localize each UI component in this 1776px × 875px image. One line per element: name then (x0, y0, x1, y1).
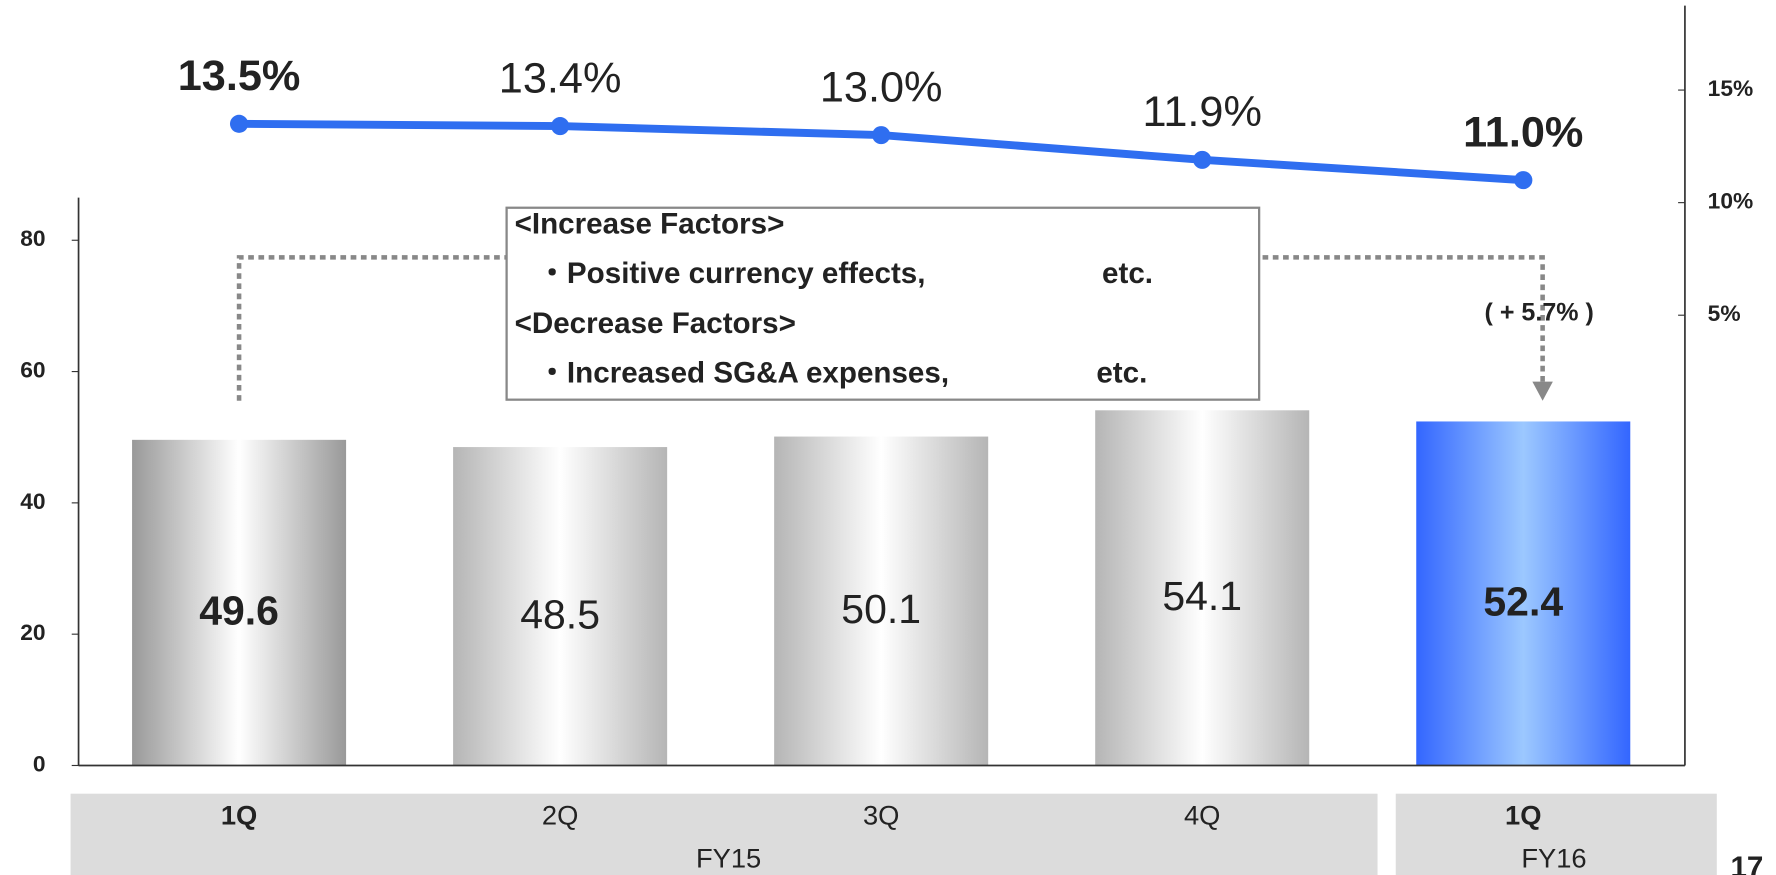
bar (1416, 421, 1631, 766)
growth-label: ( + 5.7% ) (1485, 299, 1594, 327)
x-tick-label: 1Q (1505, 800, 1541, 831)
bar-value-label: 52.4 (1483, 579, 1563, 625)
category-band (1395, 793, 1717, 875)
increase-item: ・Positive currency effects, (537, 257, 925, 290)
line-point (872, 126, 891, 145)
bracket (236, 255, 1545, 401)
x-tick-label: 3Q (863, 800, 899, 831)
group-label: FY15 (696, 843, 761, 874)
line-point (1193, 150, 1212, 169)
bar (453, 447, 668, 766)
group-label: FY16 (1521, 843, 1586, 874)
arrow-head (1532, 381, 1553, 401)
line-value-label: 11.0% (1463, 108, 1583, 156)
line-value-label: 13.4% (499, 54, 622, 102)
line-value-label: 11.9% (1142, 88, 1261, 136)
y-tick-label: 60 (20, 357, 45, 383)
bar-value-label: 48.5 (520, 591, 600, 637)
y2-tick-label: 15% (1708, 75, 1754, 101)
line-point (551, 117, 570, 136)
line-point (229, 114, 249, 133)
line-value-label: 13.5% (178, 52, 301, 100)
y-tick-label: 80 (20, 225, 45, 251)
decrease-header: <Decrease Factors> (515, 307, 796, 340)
decrease-item: ・Increased SG&A expenses, (537, 357, 949, 390)
line-point (1514, 171, 1533, 190)
increase-header: <Increase Factors> (515, 208, 785, 241)
y-tick-label: 0 (33, 751, 46, 777)
x-tick-label: 1Q (221, 800, 257, 831)
decrease-etc: etc. (1096, 357, 1147, 390)
category-band (70, 793, 1378, 875)
bar (774, 436, 989, 766)
bar-value-label: 50.1 (841, 586, 921, 632)
y2-tick-label: 5% (1708, 300, 1741, 326)
bar-value-label: 54.1 (1162, 573, 1242, 619)
y-tick-label: 20 (20, 619, 45, 645)
y2-tick-label: 10% (1708, 188, 1754, 214)
bar (1095, 410, 1310, 766)
increase-etc: etc. (1102, 257, 1153, 290)
factor-box (505, 206, 1261, 401)
bar-value-label: 49.6 (199, 588, 279, 634)
bar (132, 439, 347, 766)
y-tick-label: 40 (20, 488, 45, 514)
x-tick-label: 2Q (542, 800, 578, 831)
x-tick-label: 4Q (1184, 800, 1220, 831)
page-number: 17 (1730, 851, 1763, 875)
line-value-label: 13.0% (820, 63, 943, 111)
